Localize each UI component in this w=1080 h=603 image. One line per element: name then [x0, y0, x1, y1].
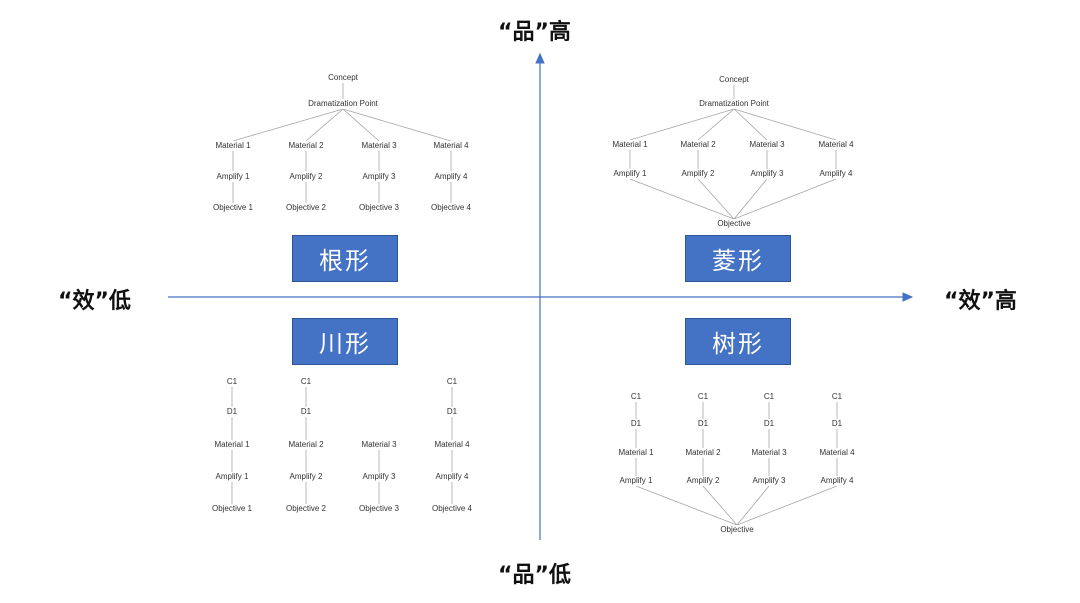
material-node: Material 1: [214, 141, 252, 151]
material-node: Material 4: [817, 140, 855, 150]
c-node: C1: [696, 392, 710, 402]
connector-line: [702, 485, 738, 526]
amplify-node: Amplify 2: [680, 169, 716, 179]
quadrant-title-diamond-shape: 菱形: [685, 235, 791, 282]
connector-line: [697, 108, 735, 141]
amplify-node: Amplify 1: [618, 476, 654, 486]
concept-node: Concept: [718, 75, 750, 85]
material-node: Material 4: [433, 440, 471, 450]
material-node: Material 3: [360, 141, 398, 151]
material-node: Material 4: [432, 141, 470, 151]
c-node: C1: [299, 377, 313, 387]
objective-node: Objective 1: [211, 203, 255, 213]
connector-line: [305, 108, 344, 142]
objective-node: Objective 2: [284, 504, 328, 514]
c-node: C1: [830, 392, 844, 402]
d-node: D1: [445, 407, 459, 417]
amplify-node: Amplify 1: [612, 169, 648, 179]
objective-node: Objective 4: [429, 203, 473, 213]
connector-line: [733, 178, 768, 220]
connector-line: [342, 108, 452, 142]
c-node: C1: [629, 392, 643, 402]
d-node: D1: [762, 419, 776, 429]
d-node: D1: [629, 419, 643, 429]
material-node: Material 2: [684, 448, 722, 458]
axis-label-bottom: “品”低: [498, 563, 571, 588]
material-node: Material 1: [611, 140, 649, 150]
c-node: C1: [225, 377, 239, 387]
d-node: D1: [225, 407, 239, 417]
material-node: Material 3: [750, 448, 788, 458]
c-node: C1: [445, 377, 459, 387]
amplify-node: Amplify 1: [215, 172, 251, 182]
objective-node: Objective 1: [210, 504, 254, 514]
dramatization-node: Dramatization Point: [307, 99, 379, 109]
connector-line: [736, 485, 770, 526]
connector-line: [733, 108, 768, 141]
amplify-node: Amplify 2: [288, 172, 324, 182]
connector-line: [733, 178, 837, 220]
material-node: Material 2: [287, 141, 325, 151]
material-node: Material 3: [360, 440, 398, 450]
objective-node: Objective 2: [284, 203, 328, 213]
amplify-node: Amplify 3: [361, 172, 397, 182]
amplify-node: Amplify 2: [685, 476, 721, 486]
dramatization-node: Dramatization Point: [698, 99, 770, 109]
objective-node: Objective 4: [430, 504, 474, 514]
objective-node: Objective: [716, 219, 752, 229]
amplify-node: Amplify 2: [288, 472, 324, 482]
connector-line: [697, 178, 735, 220]
amplify-node: Amplify 4: [818, 169, 854, 179]
d-node: D1: [696, 419, 710, 429]
amplify-node: Amplify 1: [214, 472, 250, 482]
d-node: D1: [830, 419, 844, 429]
concept-node: Concept: [327, 73, 359, 83]
objective-node: Objective 3: [357, 203, 401, 213]
quadrant-title-river-shape: 川形: [292, 318, 398, 365]
axis-label-left: “效”低: [58, 289, 131, 314]
axis-label-top: “品”高: [498, 20, 571, 45]
material-node: Material 2: [679, 140, 717, 150]
connector-line: [736, 485, 838, 526]
material-node: Material 2: [287, 440, 325, 450]
quadrant-title-tree-shape: 树形: [685, 318, 791, 365]
c-node: C1: [762, 392, 776, 402]
connector-line: [733, 108, 837, 141]
material-node: Material 4: [818, 448, 856, 458]
amplify-node: Amplify 4: [434, 472, 470, 482]
material-node: Material 1: [617, 448, 655, 458]
connector-line: [629, 178, 735, 220]
amplify-node: Amplify 4: [433, 172, 469, 182]
material-node: Material 3: [748, 140, 786, 150]
objective-node: Objective 3: [357, 504, 401, 514]
amplify-node: Amplify 3: [361, 472, 397, 482]
d-node: D1: [299, 407, 313, 417]
axis-label-right: “效”高: [944, 289, 1017, 314]
amplify-node: Amplify 3: [751, 476, 787, 486]
connector-line: [342, 108, 380, 142]
connector-line: [232, 108, 344, 142]
material-node: Material 1: [213, 440, 251, 450]
quadrant-title-root-shape: 根形: [292, 235, 398, 282]
objective-node: Objective: [719, 525, 755, 535]
amplify-node: Amplify 4: [819, 476, 855, 486]
amplify-node: Amplify 3: [749, 169, 785, 179]
connector-line: [635, 485, 738, 526]
connector-line: [629, 108, 735, 141]
